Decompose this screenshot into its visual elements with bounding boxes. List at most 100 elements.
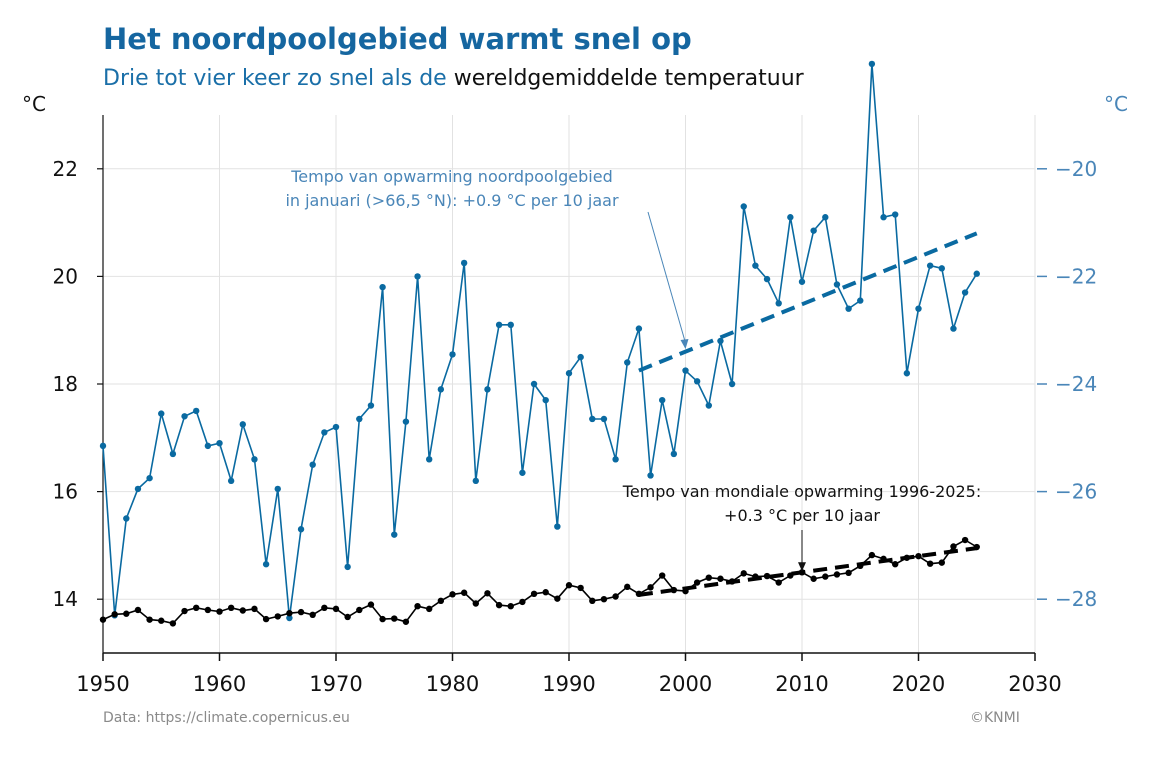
global-point bbox=[356, 606, 363, 614]
x-tick-label: 2020 bbox=[892, 672, 945, 696]
global-point bbox=[892, 561, 899, 568]
arctic-point bbox=[822, 214, 829, 221]
global-point bbox=[367, 601, 375, 608]
right-axis-unit: °C bbox=[1104, 92, 1128, 116]
global-arrowhead bbox=[798, 562, 806, 572]
arctic-point bbox=[134, 485, 142, 493]
arctic-point bbox=[123, 515, 130, 522]
global-point bbox=[414, 602, 421, 610]
global-point bbox=[787, 572, 794, 579]
global-point bbox=[472, 600, 479, 607]
arctic-point bbox=[262, 561, 270, 568]
global-point bbox=[193, 604, 200, 612]
global-point bbox=[437, 597, 445, 605]
arctic-annotation-line-1: Tempo van opwarming noordpoolgebied bbox=[290, 167, 613, 186]
global-point bbox=[961, 536, 969, 544]
y-left-tick-label: 14 bbox=[53, 587, 78, 611]
subtitle-arctic-part: Drie tot vier keer zo snel als de bbox=[103, 66, 447, 91]
global-point bbox=[391, 615, 398, 622]
arctic-point bbox=[915, 305, 922, 312]
arctic-point bbox=[670, 450, 678, 458]
data-series bbox=[99, 60, 980, 627]
subtitle-global-part: wereldgemiddelde temperatuur bbox=[453, 66, 804, 91]
global-point bbox=[542, 589, 549, 596]
arctic-point bbox=[309, 461, 316, 468]
arctic-point bbox=[472, 477, 479, 485]
arctic-point bbox=[356, 415, 363, 423]
arctic-point bbox=[600, 415, 608, 423]
arctic-point bbox=[833, 281, 841, 288]
global-point bbox=[460, 589, 468, 596]
arctic-point bbox=[426, 456, 433, 463]
x-axis: 1950 1960 1970 1980 1990 2000 2010 2020 2030 bbox=[76, 652, 1062, 696]
arctic-point bbox=[612, 456, 619, 463]
global-point bbox=[659, 572, 666, 579]
left-y-axis: 14 16 18 20 22 bbox=[53, 115, 104, 653]
trend-lines bbox=[638, 231, 978, 597]
arctic-point bbox=[868, 60, 876, 68]
global-point bbox=[822, 573, 829, 580]
arctic-point bbox=[624, 359, 631, 366]
global-point bbox=[262, 615, 270, 623]
global-point bbox=[635, 590, 643, 598]
global-point bbox=[297, 608, 305, 616]
arctic-point bbox=[728, 380, 736, 388]
data-source: Data: https://climate.copernicus.eu bbox=[103, 710, 350, 726]
y-right-tick-label: −28 bbox=[1055, 587, 1097, 611]
arctic-arrowhead bbox=[680, 339, 689, 350]
arctic-point bbox=[892, 211, 899, 218]
global-point bbox=[344, 613, 351, 621]
global-point bbox=[740, 570, 747, 577]
global-point bbox=[379, 615, 386, 623]
global-point bbox=[274, 613, 281, 620]
global-point bbox=[286, 609, 293, 617]
global-point bbox=[134, 606, 142, 614]
global-point bbox=[554, 595, 561, 602]
global-point bbox=[647, 584, 654, 591]
arctic-point bbox=[565, 370, 573, 377]
arctic-point bbox=[973, 270, 980, 277]
arctic-annotation-line-2: in januari (>66,5 °N): +0.9 °C per 10 ja… bbox=[285, 191, 619, 210]
arctic-point bbox=[519, 469, 526, 476]
global-point bbox=[728, 578, 736, 585]
arctic-point bbox=[810, 227, 817, 234]
arctic-point bbox=[495, 321, 503, 329]
global-point bbox=[938, 559, 945, 566]
global-point bbox=[926, 560, 934, 567]
arctic-point bbox=[763, 275, 771, 283]
arctic-point bbox=[717, 337, 724, 345]
x-tick-label: 1960 bbox=[193, 672, 246, 696]
global-point bbox=[810, 575, 817, 582]
left-axis-unit: °C bbox=[22, 92, 46, 116]
global-point bbox=[530, 590, 538, 598]
annotations: Tempo van opwarming noordpoolgebied in j… bbox=[285, 167, 981, 572]
arctic-point bbox=[344, 563, 351, 571]
arctic-point bbox=[577, 353, 584, 361]
arctic-point bbox=[169, 450, 177, 458]
arctic-point bbox=[99, 442, 107, 450]
global-point bbox=[973, 543, 980, 551]
global-point bbox=[204, 606, 212, 614]
arctic-point bbox=[740, 203, 747, 210]
right-y-axis: −28 −26 −24 −22 −20 bbox=[1037, 157, 1097, 611]
global-point bbox=[146, 616, 153, 623]
arctic-point bbox=[146, 474, 153, 482]
global-point bbox=[833, 571, 841, 578]
arctic-point bbox=[216, 439, 223, 447]
global-point bbox=[752, 573, 759, 580]
arctic-annotation-arrow bbox=[647, 211, 686, 344]
global-point bbox=[251, 605, 258, 613]
global-point bbox=[111, 611, 118, 618]
global-point bbox=[239, 607, 246, 614]
y-right-tick-label: −20 bbox=[1055, 157, 1097, 181]
arctic-point bbox=[414, 273, 421, 280]
global-point bbox=[717, 575, 724, 582]
arctic-point bbox=[297, 526, 305, 533]
global-point bbox=[321, 604, 328, 612]
x-tick-label: 2000 bbox=[659, 672, 712, 696]
arctic-point bbox=[845, 305, 852, 312]
arctic-point bbox=[204, 442, 212, 450]
chart-subtitle: Drie tot vier keer zo snel als de wereld… bbox=[103, 66, 804, 91]
arctic-point bbox=[857, 297, 864, 304]
global-point bbox=[169, 620, 177, 627]
